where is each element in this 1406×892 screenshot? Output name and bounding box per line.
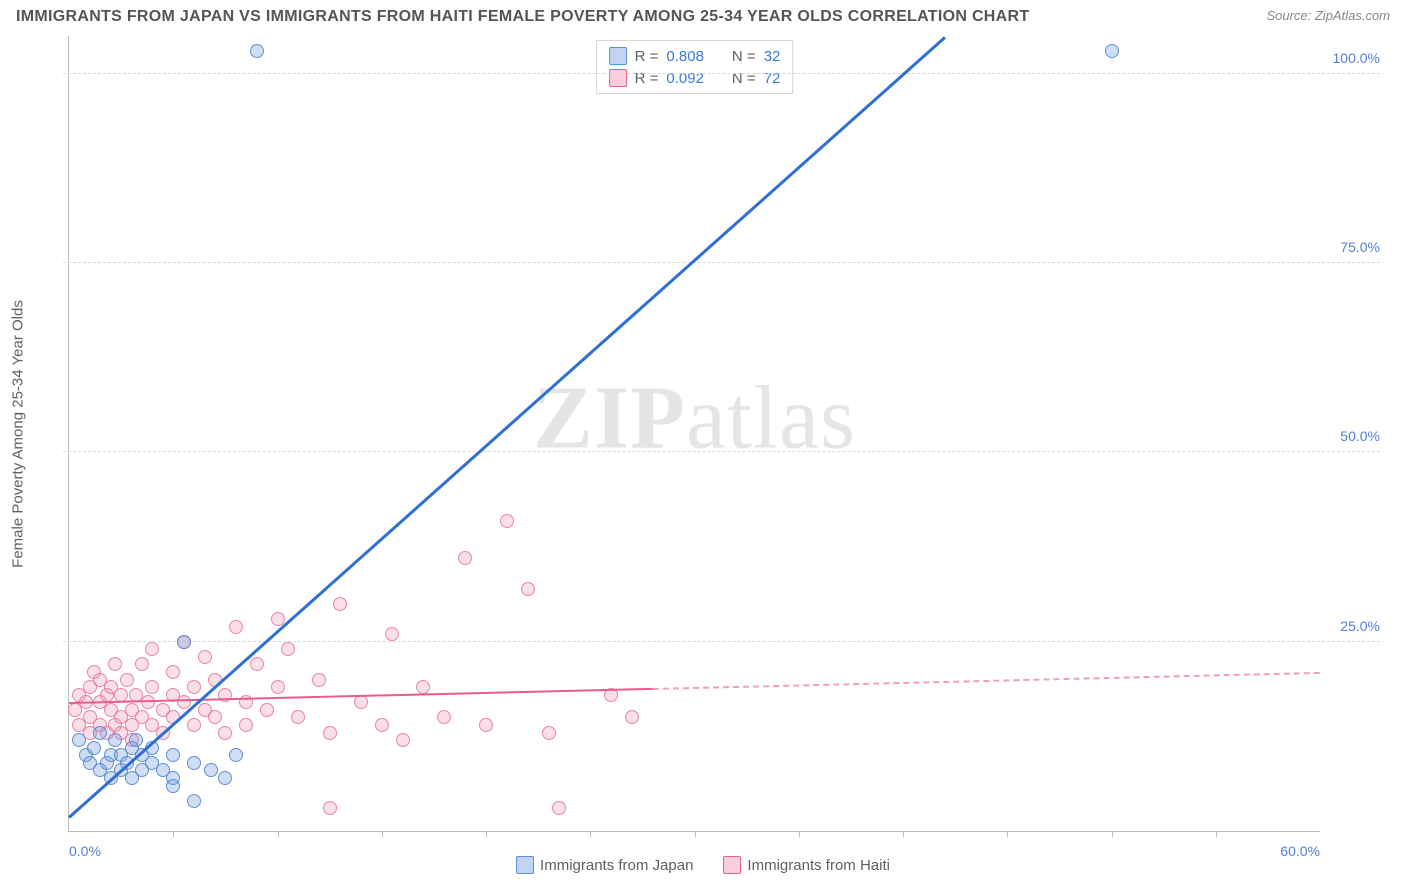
trend-line bbox=[653, 672, 1320, 690]
legend-label: Immigrants from Haiti bbox=[747, 857, 890, 874]
data-point bbox=[271, 680, 285, 694]
data-point bbox=[239, 718, 253, 732]
data-point bbox=[120, 673, 134, 687]
data-point bbox=[354, 695, 368, 709]
data-point bbox=[93, 726, 107, 740]
legend-row: R = 0.808 N = 32 bbox=[609, 45, 781, 67]
data-point bbox=[250, 657, 264, 671]
data-point bbox=[198, 650, 212, 664]
data-point bbox=[437, 710, 451, 724]
data-point bbox=[187, 756, 201, 770]
data-point bbox=[204, 763, 218, 777]
plot-area: ZIPatlas R =0.808N =32R =0.092N =72 25.0… bbox=[68, 36, 1320, 832]
data-point bbox=[291, 710, 305, 724]
data-point bbox=[141, 695, 155, 709]
x-tick bbox=[382, 831, 383, 837]
x-tick bbox=[799, 831, 800, 837]
x-tick bbox=[173, 831, 174, 837]
data-point bbox=[375, 718, 389, 732]
y-axis-label: Female Poverty Among 25-34 Year Olds bbox=[10, 300, 27, 568]
y-tick-label: 50.0% bbox=[1340, 428, 1380, 444]
data-point bbox=[1105, 44, 1119, 58]
legend-n-label: N = bbox=[732, 48, 756, 65]
data-point bbox=[177, 635, 191, 649]
data-point bbox=[166, 779, 180, 793]
data-point bbox=[229, 748, 243, 762]
x-tick bbox=[1216, 831, 1217, 837]
legend-item: Immigrants from Haiti bbox=[723, 856, 890, 874]
source-attribution: Source: ZipAtlas.com bbox=[1266, 8, 1390, 23]
grid-line bbox=[63, 73, 1380, 74]
legend-swatch bbox=[516, 856, 534, 874]
watermark: ZIPatlas bbox=[533, 366, 856, 469]
trend-line bbox=[68, 36, 946, 818]
legend-r-value: 0.808 bbox=[666, 48, 704, 65]
correlation-chart: Female Poverty Among 25-34 Year Olds ZIP… bbox=[48, 36, 1390, 832]
x-tick-label: 60.0% bbox=[1280, 843, 1320, 859]
legend-item: Immigrants from Japan bbox=[516, 856, 693, 874]
x-tick bbox=[278, 831, 279, 837]
data-point bbox=[218, 726, 232, 740]
data-point bbox=[416, 680, 430, 694]
legend-n-value: 32 bbox=[764, 48, 781, 65]
y-tick-label: 100.0% bbox=[1333, 50, 1380, 66]
data-point bbox=[72, 733, 86, 747]
y-tick-label: 75.0% bbox=[1340, 239, 1380, 255]
x-tick bbox=[1007, 831, 1008, 837]
data-point bbox=[218, 771, 232, 785]
data-point bbox=[396, 733, 410, 747]
data-point bbox=[187, 680, 201, 694]
data-point bbox=[87, 741, 101, 755]
data-point bbox=[187, 718, 201, 732]
data-point bbox=[208, 710, 222, 724]
legend-row: R =0.092N =72 bbox=[609, 67, 781, 89]
legend-series: Immigrants from Japan Immigrants from Hai… bbox=[516, 856, 890, 874]
data-point bbox=[333, 597, 347, 611]
data-point bbox=[312, 673, 326, 687]
x-tick bbox=[695, 831, 696, 837]
data-point bbox=[108, 657, 122, 671]
x-tick bbox=[1112, 831, 1113, 837]
grid-line bbox=[63, 262, 1380, 263]
data-point bbox=[129, 733, 143, 747]
x-tick bbox=[903, 831, 904, 837]
legend-correlation: R = 0.808 N = 32 R =0.092N =72 bbox=[596, 40, 794, 94]
data-point bbox=[552, 801, 566, 815]
data-point bbox=[458, 551, 472, 565]
data-point bbox=[108, 733, 122, 747]
data-point bbox=[166, 665, 180, 679]
data-point bbox=[145, 680, 159, 694]
y-tick-label: 25.0% bbox=[1340, 618, 1380, 634]
data-point bbox=[260, 703, 274, 717]
data-point bbox=[135, 657, 149, 671]
legend-swatch bbox=[609, 69, 627, 87]
data-point bbox=[166, 748, 180, 762]
data-point bbox=[250, 44, 264, 58]
data-point bbox=[521, 582, 535, 596]
x-tick bbox=[590, 831, 591, 837]
legend-swatch bbox=[723, 856, 741, 874]
data-point bbox=[281, 642, 295, 656]
data-point bbox=[323, 801, 337, 815]
data-point bbox=[145, 642, 159, 656]
data-point bbox=[187, 794, 201, 808]
page-title: IMMIGRANTS FROM JAPAN VS IMMIGRANTS FROM… bbox=[16, 8, 1029, 26]
grid-line bbox=[63, 451, 1380, 452]
data-point bbox=[229, 620, 243, 634]
x-tick-label: 0.0% bbox=[69, 843, 101, 859]
legend-swatch bbox=[609, 47, 627, 65]
data-point bbox=[500, 514, 514, 528]
x-tick bbox=[486, 831, 487, 837]
legend-label: Immigrants from Japan bbox=[540, 857, 693, 874]
legend-r-label: R = bbox=[635, 48, 659, 65]
data-point bbox=[385, 627, 399, 641]
data-point bbox=[542, 726, 556, 740]
data-point bbox=[479, 718, 493, 732]
data-point bbox=[625, 710, 639, 724]
grid-line bbox=[63, 641, 1380, 642]
data-point bbox=[323, 726, 337, 740]
